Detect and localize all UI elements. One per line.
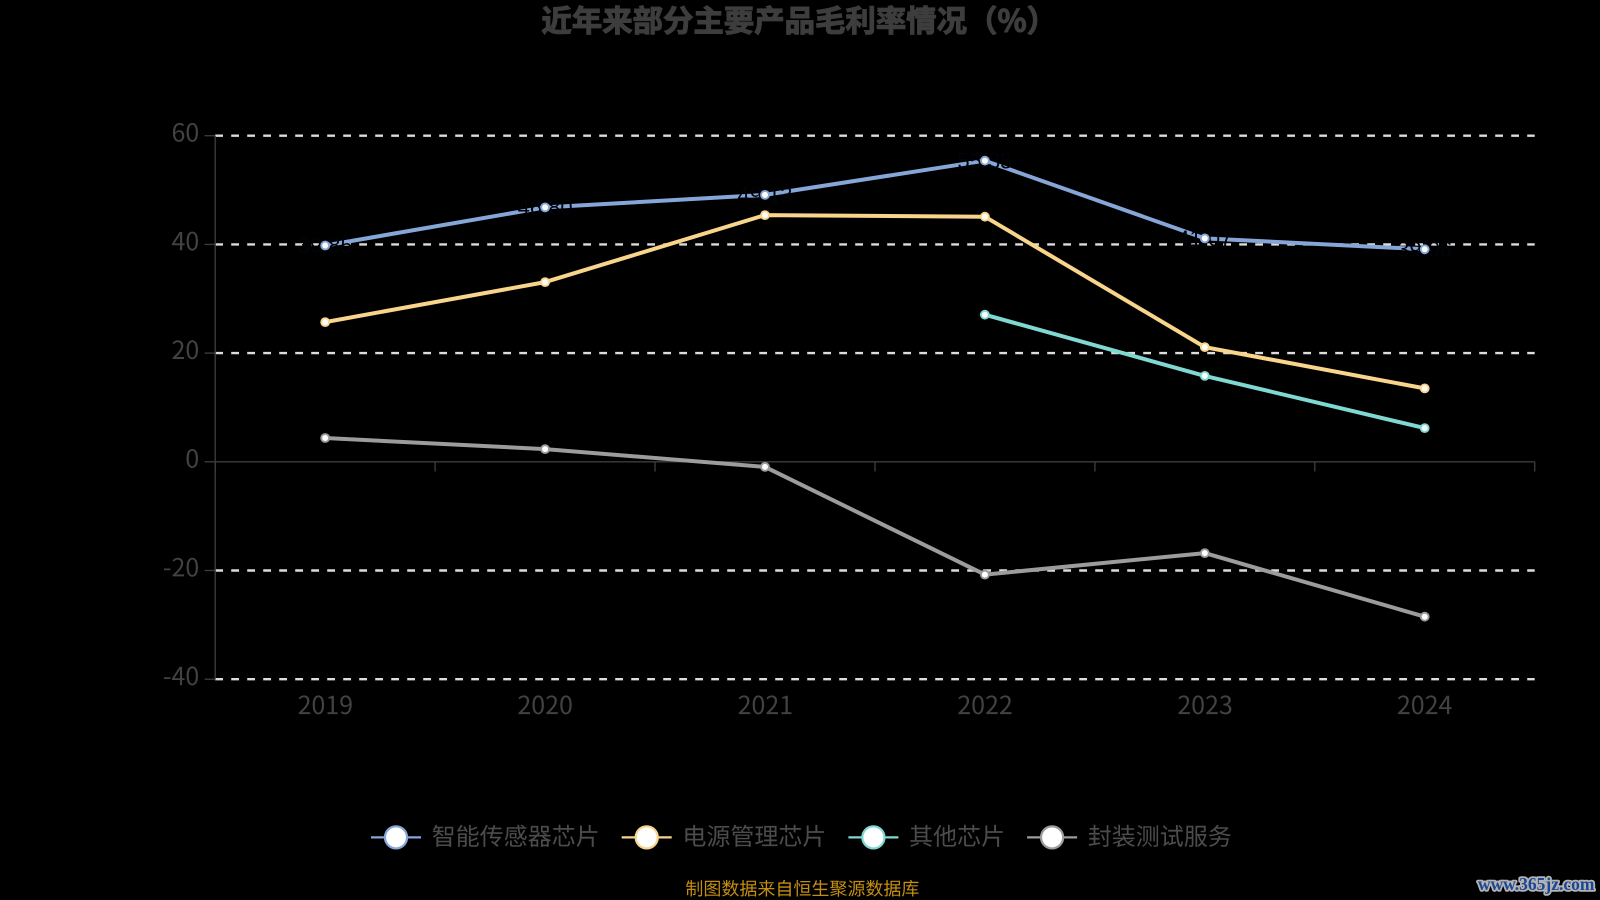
svg-text:www.365jz.com: www.365jz.com [1478,874,1595,894]
